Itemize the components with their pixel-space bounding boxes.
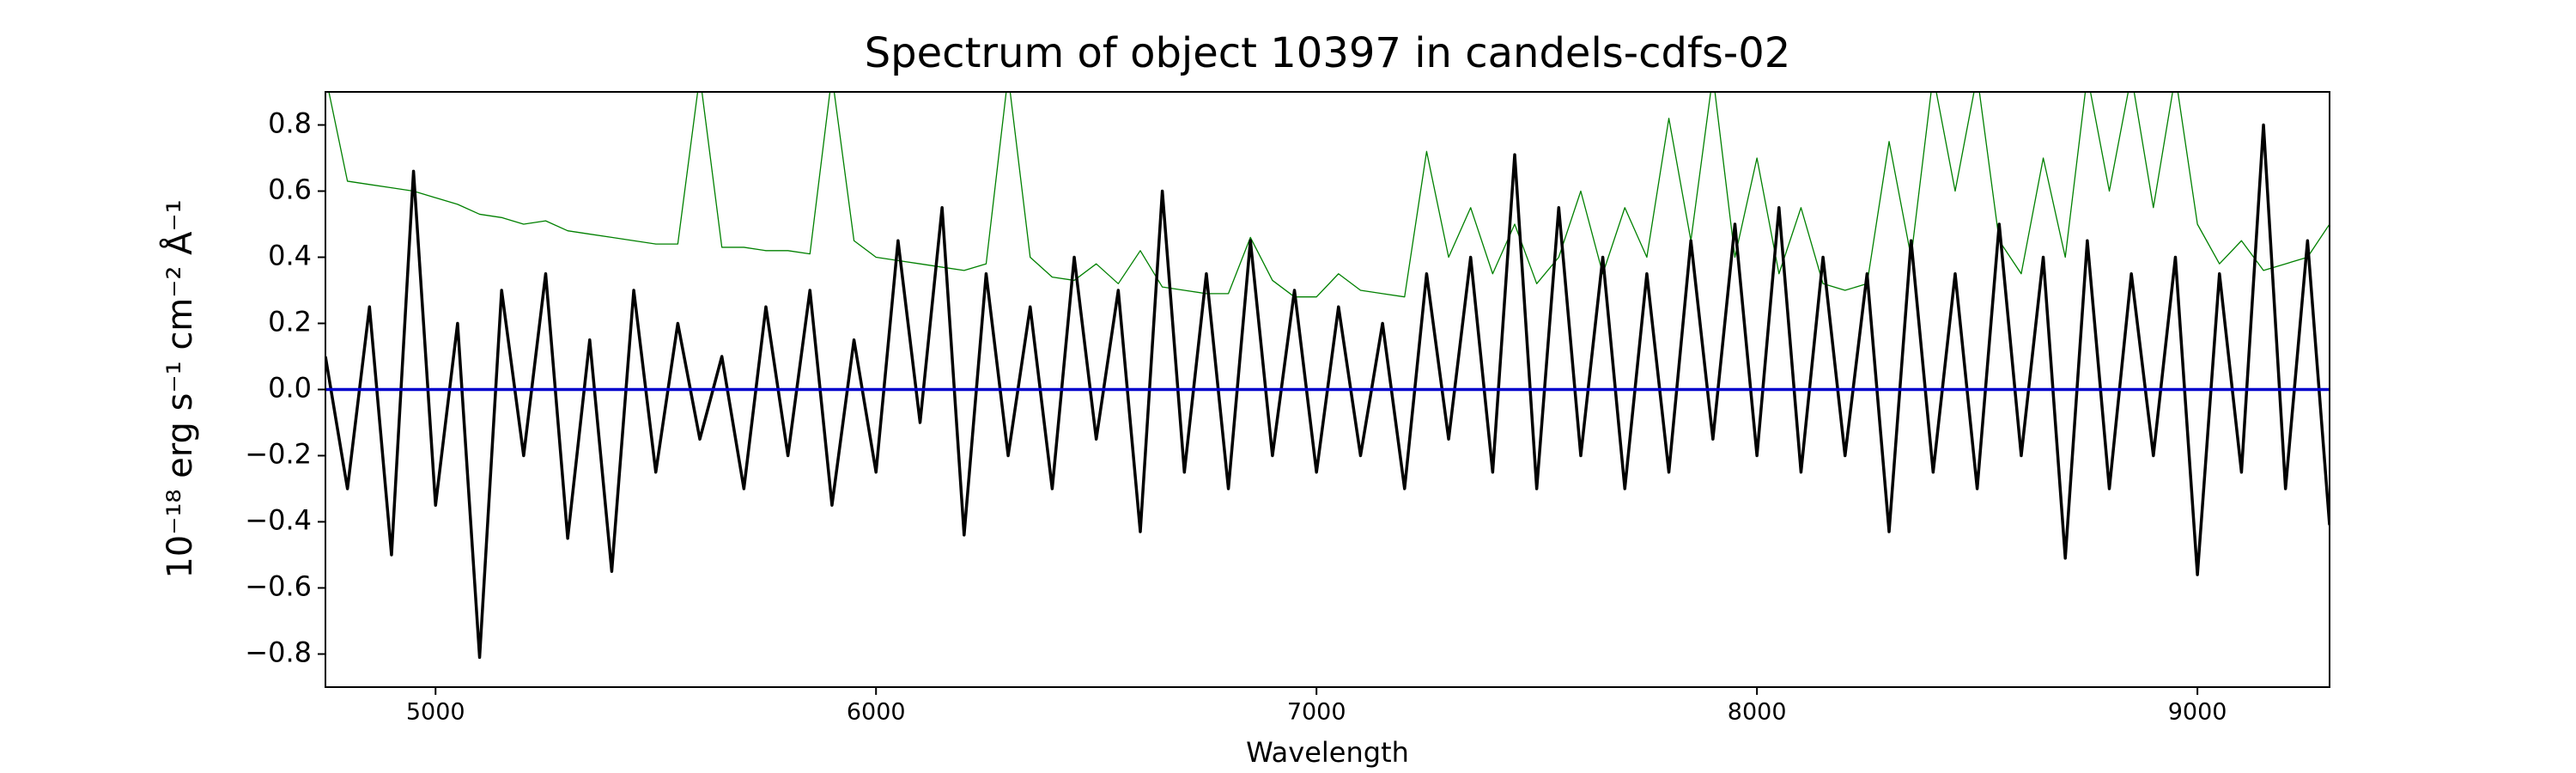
- y-tick-label: 0.6: [268, 173, 312, 206]
- y-tick-label: −0.8: [245, 636, 312, 669]
- plot-area: [325, 92, 2330, 660]
- y-tick-label: 0.2: [268, 306, 312, 338]
- x-tick-label: 9000: [2168, 699, 2227, 726]
- y-tick-label: −0.2: [245, 438, 312, 471]
- spectrum-line: [328, 92, 2330, 298]
- x-axis-label: Wavelength: [1246, 736, 1409, 769]
- x-tick-label: 5000: [406, 699, 465, 726]
- y-tick-label: 0.8: [268, 107, 312, 140]
- chart-title: Spectrum of object 10397 in candels-cdfs…: [865, 29, 1791, 77]
- y-tick-label: −0.4: [245, 504, 312, 537]
- y-axis-label: 10⁻¹⁸ erg s⁻¹ cm⁻² Å⁻¹: [159, 199, 200, 578]
- spectrum-line: [325, 123, 2330, 660]
- x-tick-label: 6000: [847, 699, 906, 726]
- x-tick-label: 8000: [1728, 699, 1787, 726]
- y-tick-label: 0.4: [268, 240, 312, 272]
- y-tick-label: −0.6: [245, 570, 312, 603]
- x-tick-label: 7000: [1287, 699, 1346, 726]
- y-tick-label: 0.0: [268, 372, 312, 405]
